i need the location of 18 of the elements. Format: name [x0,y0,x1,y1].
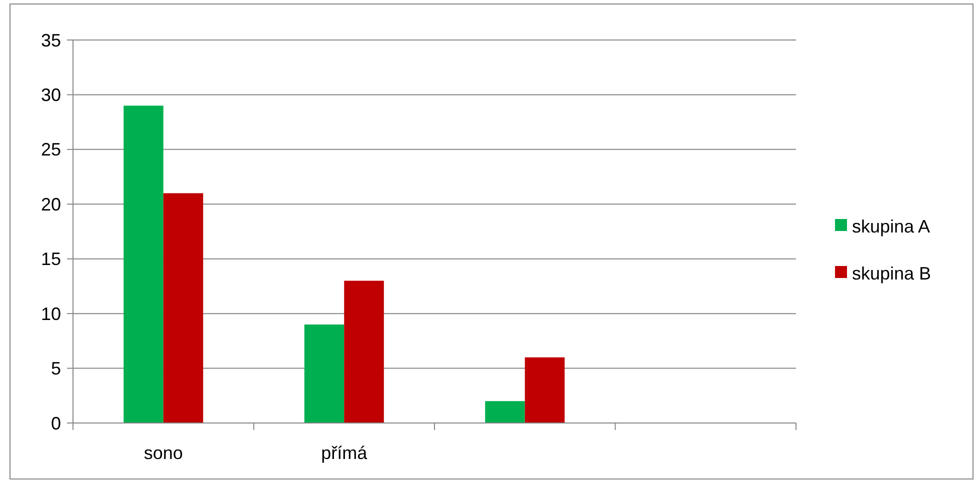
legend-label: skupina B [852,263,932,284]
y-tick-label: 0 [50,413,61,434]
bar [163,193,204,423]
bar [344,280,384,423]
bar [524,357,565,423]
y-tick-label: 30 [40,85,61,106]
y-tick-label: 25 [40,140,61,160]
x-tick-label: sono [144,443,183,463]
y-tick-label: 35 [40,30,61,50]
x-tick-label: přímá [321,443,368,463]
bar [304,324,344,423]
y-tick-label: 20 [40,194,61,214]
bar [485,401,525,423]
y-tick-label: 10 [40,304,61,324]
legend-label: skupina A [852,216,930,236]
y-tick-label: 5 [50,358,61,379]
bar [124,106,164,423]
y-tick-label: 15 [40,249,61,270]
